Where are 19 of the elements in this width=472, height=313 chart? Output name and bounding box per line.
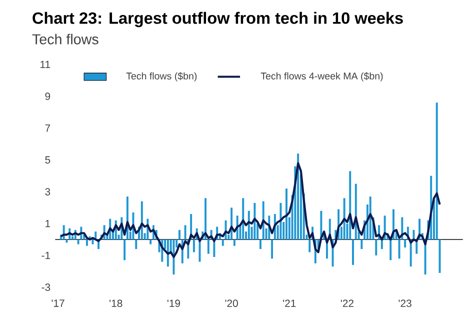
- x-tick-label: '18: [110, 300, 122, 308]
- y-tick-label: 1: [46, 220, 50, 228]
- y-tick-label: 11: [40, 61, 50, 68]
- legend-label: Tech flows 4-week MA ($bn): [260, 72, 383, 82]
- legend-label: Tech flows ($bn): [126, 72, 197, 82]
- y-tick-label: 5: [45, 156, 50, 164]
- chart-subtitle: Tech flows: [32, 34, 98, 45]
- x-tick-label: '19: [167, 300, 180, 308]
- y-tick-label: 9: [45, 92, 50, 100]
- x-tick-label: '17: [52, 300, 64, 307]
- x-tick-label: '21: [283, 300, 296, 308]
- y-tick-label: 7: [45, 124, 50, 132]
- y-tick-label: -3: [42, 284, 50, 292]
- x-tick-label: '22: [340, 300, 354, 308]
- chart-title: Chart 23: Largest outflow from tech in 10 weeks: [32, 12, 403, 28]
- x-tick-label: '20: [225, 300, 238, 308]
- y-tick-label: -1: [42, 252, 50, 260]
- y-tick-label: 3: [45, 188, 50, 196]
- x-tick-label: '23: [398, 300, 412, 308]
